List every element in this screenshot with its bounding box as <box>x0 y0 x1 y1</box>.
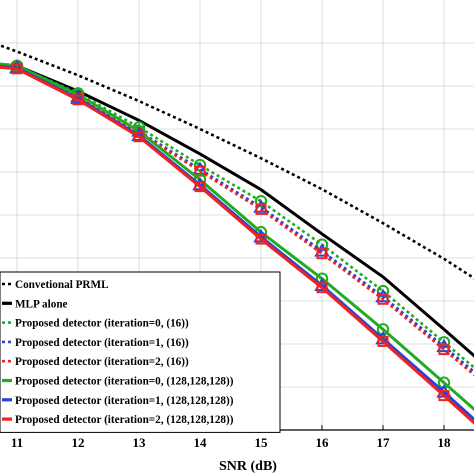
series-8 <box>0 63 474 425</box>
series-line <box>16 64 474 358</box>
series-line <box>0 65 474 425</box>
data-point <box>377 335 389 347</box>
x-tick-label: 17 <box>377 435 391 450</box>
data-point <box>133 131 145 143</box>
legend-item: Convetional PRML <box>2 279 109 291</box>
legend-item: Proposed detector (iteration=1, (16)) <box>2 337 189 349</box>
legend-label: Proposed detector (iteration=1, (16)) <box>15 337 189 349</box>
data-point <box>314 243 330 257</box>
series-group <box>0 43 474 425</box>
legend-item: Proposed detector (iteration=0, (16)) <box>2 318 189 330</box>
series-2 <box>16 64 474 358</box>
data-point <box>316 248 328 260</box>
legend-item: Proposed detector (iteration=1, (128,128… <box>2 395 234 407</box>
legend-label: Proposed detector (iteration=0, (16)) <box>15 318 189 330</box>
series-line <box>16 64 474 370</box>
data-point <box>316 282 328 294</box>
legend-label: Proposed detector (iteration=2, (16)) <box>15 356 189 368</box>
series-1 <box>0 43 474 280</box>
legend-item: Proposed detector (iteration=2, (16)) <box>2 356 189 368</box>
legend-item: Proposed detector (iteration=0, (128,128… <box>2 376 234 388</box>
legend-box <box>0 271 281 433</box>
data-point <box>255 203 267 215</box>
legend-label: Proposed detector (iteration=2, (128,128… <box>15 414 234 426</box>
data-point <box>254 195 268 208</box>
data-point <box>11 63 23 75</box>
legend-label: Proposed detector (iteration=1, (128,128… <box>15 395 234 407</box>
x-tick-label: 18 <box>438 435 452 450</box>
series-line <box>0 62 474 412</box>
data-point <box>194 165 206 177</box>
x-tick-label: 12 <box>72 435 85 450</box>
legend-item: Proposed detector (iteration=2, (128,128… <box>2 414 234 426</box>
data-point <box>438 344 450 356</box>
data-point <box>438 390 450 402</box>
legend-label: MLP alone <box>15 298 68 310</box>
data-point <box>377 293 389 305</box>
legend: Convetional PRML MLP alone Proposed detect… <box>0 271 281 433</box>
x-tick-label: 15 <box>255 435 269 450</box>
x-tick-label: 14 <box>194 435 208 450</box>
x-ticks: 11 12 13 14 15 16 17 18 <box>11 425 451 450</box>
legend-item: MLP alone <box>2 298 68 310</box>
series-line <box>0 43 474 280</box>
data-point <box>375 288 391 303</box>
data-point <box>255 233 267 245</box>
x-tick-label: 16 <box>316 435 330 450</box>
x-tick-label: 13 <box>133 435 147 450</box>
x-tick-label: 11 <box>11 435 23 450</box>
legend-label: Proposed detector (iteration=0, (128,128… <box>15 376 234 388</box>
data-point <box>72 94 84 106</box>
legend-label: Convetional PRML <box>15 279 109 291</box>
x-axis-label: SNR (dB) <box>219 459 277 474</box>
data-point <box>194 181 206 193</box>
